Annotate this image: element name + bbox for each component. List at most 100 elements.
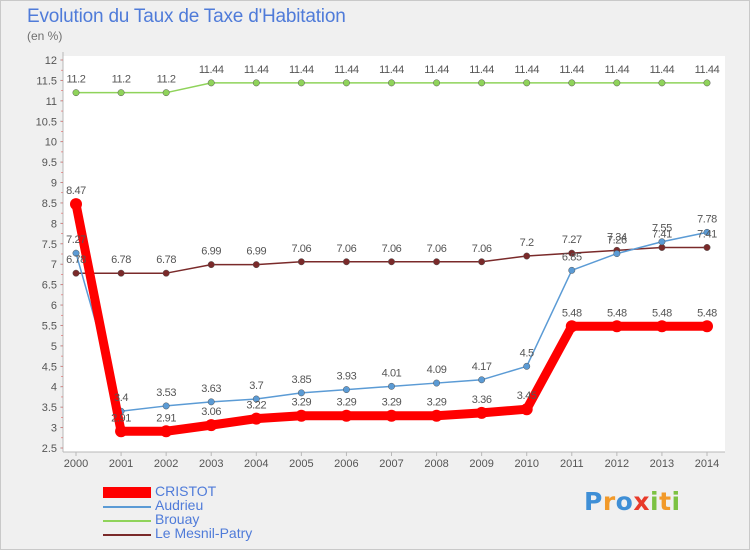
data-point [703,244,711,251]
y-tick-label: 3 [51,423,57,435]
data-label: 7.06 [382,243,402,255]
data-label: 11.44 [650,64,675,76]
y-tick-label: 12 [45,55,57,67]
data-label: 7.06 [337,243,357,255]
x-tick-label: 2006 [334,458,358,470]
data-point [520,403,533,416]
logo-letter: i [650,487,660,516]
x-tick-label: 2009 [469,458,493,470]
data-point [252,79,260,87]
data-point [478,79,486,87]
data-point [568,79,576,87]
data-point [115,425,128,438]
data-point [342,258,350,266]
x-tick-label: 2005 [289,458,313,470]
y-tick-label: 9.5 [42,157,57,169]
data-point [160,425,173,438]
data-label: 6.85 [562,251,582,263]
data-point [340,409,353,422]
data-label: 11.2 [157,74,176,86]
data-label: 11.44 [514,64,539,76]
logo-letter: r [602,487,616,516]
data-label: 6.78 [156,254,176,266]
legend-swatch-brouay [103,520,151,522]
data-point [70,198,82,211]
y-tick-label: 9 [51,178,57,190]
data-label: 3.29 [337,397,357,409]
data-label: 6.99 [201,246,221,258]
legend-swatch-le-mesnil-patry [103,534,151,536]
data-point [433,79,441,87]
data-label: 7.27 [562,234,582,246]
data-point [703,228,711,236]
data-label: 6.78 [111,254,131,266]
data-label: 7.34 [607,231,627,243]
logo-letter: x [633,487,650,516]
data-label: 11.44 [604,64,629,76]
data-label: 7.78 [697,213,717,225]
data-label: 6.78 [66,254,86,266]
y-tick-label: 10.5 [36,116,57,128]
data-point [701,320,713,333]
x-tick-label: 2007 [379,458,403,470]
data-point [162,402,170,410]
data-label: 3.7 [249,380,263,392]
data-label: 7.06 [291,243,311,255]
data-point [388,79,395,87]
data-label: 11.44 [469,64,494,76]
data-label: 3.29 [291,397,311,409]
data-point [523,252,531,260]
x-tick-label: 2012 [605,458,629,470]
legend-label-le-mesnil-patry: Le Mesnil-Patry [155,525,253,541]
data-label: 11.44 [379,64,404,76]
y-tick-label: 6.5 [42,280,57,292]
data-label: 3.53 [156,387,176,399]
y-tick-label: 5.5 [42,320,57,332]
y-tick-label: 11 [46,96,57,108]
y-tick-label: 11.5 [36,75,57,87]
data-point [433,258,441,266]
data-label: 4.17 [472,361,492,373]
chart-title: Evolution du Taux de Taxe d'Habitation [27,6,346,27]
x-tick-label: 2014 [695,458,719,470]
data-label: 7.26 [607,235,627,247]
x-tick-label: 2010 [514,458,538,470]
data-point [388,258,395,266]
data-point [655,320,668,333]
data-point [207,261,215,269]
y-tick-label: 4 [51,382,57,394]
data-point [72,89,80,97]
data-point [475,406,488,419]
data-label: 4.09 [427,364,447,376]
data-point [613,79,621,87]
data-label: 5.48 [607,307,627,319]
data-point [613,250,621,258]
data-point [252,261,260,269]
logo-letter: o [615,487,634,516]
data-label: 11.44 [334,64,359,76]
x-tick-label: 2008 [424,458,448,470]
y-tick-label: 7.5 [42,239,57,251]
data-point [388,382,395,390]
data-point [703,79,711,87]
data-label: 4.5 [520,347,534,359]
data-point [297,389,305,397]
y-tick-label: 6 [51,300,57,312]
data-label: 3.45 [517,390,537,402]
logo-letter: t [659,487,672,516]
y-tick-label: 8 [51,218,57,230]
data-point [117,89,125,97]
data-point [565,320,578,333]
data-point [478,258,486,266]
data-label: 7.27 [66,234,86,246]
data-point [430,409,443,422]
data-label: 3.4 [114,392,128,404]
data-point [478,376,486,384]
data-label: 11.2 [112,74,131,86]
data-label: 2.91 [111,412,131,424]
data-label: 11.44 [559,64,584,76]
data-label: 7.41 [652,228,672,240]
data-point [658,79,666,87]
